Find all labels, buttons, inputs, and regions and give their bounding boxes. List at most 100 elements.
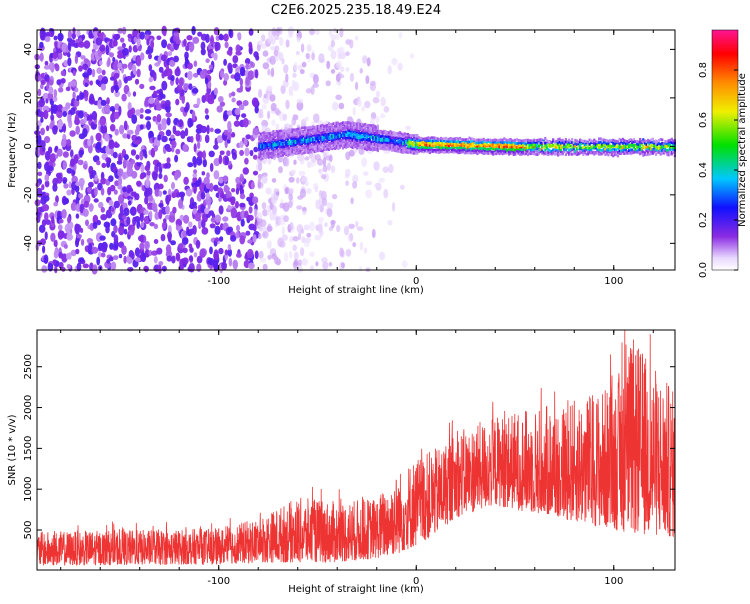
spectrogram-ridge-cell xyxy=(277,150,280,153)
spectrogram-cell xyxy=(53,35,58,41)
spectrogram-cell xyxy=(252,127,260,136)
spectrogram-cell xyxy=(140,52,145,61)
spectrogram-cell xyxy=(213,251,220,261)
spectrogram-ridge-cell xyxy=(552,138,555,142)
spectrogram-ridge-cell xyxy=(615,141,618,145)
spectrogram-ridge-cell xyxy=(519,139,522,142)
spectrogram-ridge-cell xyxy=(520,143,523,147)
spectrogram-ridge-cell xyxy=(372,136,375,139)
spectrogram-ridge-cell xyxy=(258,137,261,141)
spectrogram-cell xyxy=(48,62,56,71)
snr-x-label: Height of straight line (km) xyxy=(288,584,424,595)
spectrogram-ridge-cell xyxy=(481,149,484,153)
spectrogram-cell xyxy=(153,239,159,244)
spectrogram-ridge-cell xyxy=(267,133,270,137)
spectrogram-cell xyxy=(34,199,41,207)
spectrogram-cell xyxy=(127,102,132,111)
spectrogram-cell xyxy=(291,169,296,175)
spectrogram-ridge-cell xyxy=(512,144,515,148)
spectrogram-ridge-cell xyxy=(564,138,567,141)
spectrogram-cell xyxy=(95,79,101,85)
spectrogram-ridge-cell xyxy=(281,129,285,133)
spectrogram-ridge-cell xyxy=(307,135,310,138)
spectrogram-ridge-cell xyxy=(531,152,534,155)
spectrogram-cell xyxy=(297,64,303,71)
spectrogram-cell xyxy=(194,212,201,222)
spectrogram-cell xyxy=(362,55,368,64)
spectrogram-ridge-cell xyxy=(537,138,541,142)
spectrogram-ridge-cell xyxy=(583,151,586,155)
spectrogram-ridge-cell xyxy=(332,143,335,147)
spectrogram-ridge-cell xyxy=(315,130,318,133)
spectrogram-ridge-cell xyxy=(528,141,531,144)
spectrogram-cell xyxy=(210,35,214,44)
spectrogram-ridge-cell xyxy=(330,134,334,138)
spectrogram-ridge-cell xyxy=(299,132,302,135)
spectrogram-cell xyxy=(167,51,173,56)
spectrogram-ridge-cell xyxy=(495,141,498,145)
spectrogram-ridge-cell xyxy=(296,138,299,142)
spectrogram-cell xyxy=(391,57,398,66)
spectrogram-ridge-cell xyxy=(560,148,563,152)
spectrogram-ridge-cell xyxy=(402,145,405,149)
spectrogram-cell xyxy=(183,83,189,92)
spectrogram-ridge-cell xyxy=(537,144,541,148)
spectrogram-ridge-cell xyxy=(360,122,364,126)
spectrogram-ridge-cell xyxy=(517,145,520,149)
spectrogram-ridge-cell xyxy=(294,137,297,140)
spectrogram-ridge-cell xyxy=(460,138,463,141)
spectrogram-ridge-cell xyxy=(370,148,373,151)
spectrogram-ridge-cell xyxy=(441,146,444,149)
spectrogram-ridge-cell xyxy=(503,151,506,155)
spectrogram-cell xyxy=(218,196,222,202)
spectrogram-ridge-cell xyxy=(536,143,539,147)
y-tick-label: 1000 xyxy=(23,476,34,501)
spectrogram-cell xyxy=(156,114,162,123)
spectrogram-ridge-cell xyxy=(542,152,545,156)
spectrogram-ridge-cell xyxy=(307,132,310,135)
spectrogram-ridge-cell xyxy=(338,126,341,130)
spectrogram-ridge-cell xyxy=(473,145,476,148)
spectrogram-ridge-cell xyxy=(285,135,288,139)
spectrogram-ridge-cell xyxy=(379,139,383,142)
spectrogram-cell xyxy=(230,235,237,242)
spectrogram-cell xyxy=(182,247,188,254)
spectrogram-ridge-cell xyxy=(643,146,646,150)
spectrogram-cell xyxy=(236,252,242,258)
spectrogram-ridge-cell xyxy=(449,146,452,150)
spectrogram-ridge-cell xyxy=(411,134,414,137)
spectrogram-ridge-cell xyxy=(373,146,376,150)
spectrogram-cell xyxy=(79,178,85,186)
spectrogram-ridge-cell xyxy=(492,140,495,144)
spectrogram-cell xyxy=(158,173,163,179)
spectrogram-ridge-cell xyxy=(349,139,353,143)
spectrogram-ridge-cell xyxy=(405,140,408,143)
spectrogram-ridge-cell xyxy=(530,145,533,149)
spectrogram-ridge-cell xyxy=(422,148,425,152)
spectrogram-ridge-cell xyxy=(473,138,476,141)
spectrogram-ridge-cell xyxy=(397,147,400,151)
spectrogram-cell xyxy=(330,50,337,60)
spectrogram-ridge-cell xyxy=(411,151,414,155)
spectrogram-ridge-cell xyxy=(471,142,474,146)
spectrogram-ridge-cell xyxy=(447,137,450,141)
spectrogram-ridge-cell xyxy=(326,132,329,136)
spectrogram-cell xyxy=(42,245,46,254)
spectrogram-ridge-cell xyxy=(263,136,266,140)
spectrogram-ridge-cell xyxy=(416,143,419,146)
spectrogram-ridge-cell xyxy=(477,147,481,150)
spectrogram-ridge-cell xyxy=(533,138,536,142)
spectrogram-ridge-cell xyxy=(454,149,457,152)
spectrogram-cell xyxy=(47,165,54,172)
spectrogram-ridge-cell xyxy=(334,129,337,132)
spectrogram-ridge-cell xyxy=(631,139,634,143)
spectrogram-cell xyxy=(100,252,106,258)
spectrogram-ridge-cell xyxy=(291,142,294,146)
spectrogram-ridge-cell xyxy=(316,129,319,133)
spectrogram-ridge-cell xyxy=(359,140,362,144)
spectrogram-ridge-cell xyxy=(433,136,436,140)
spectrogram-ridge-cell xyxy=(441,137,444,141)
spectrogram-cell xyxy=(66,189,72,196)
spectrogram-ridge-cell xyxy=(438,141,441,145)
spectrogram-cell xyxy=(146,120,151,131)
